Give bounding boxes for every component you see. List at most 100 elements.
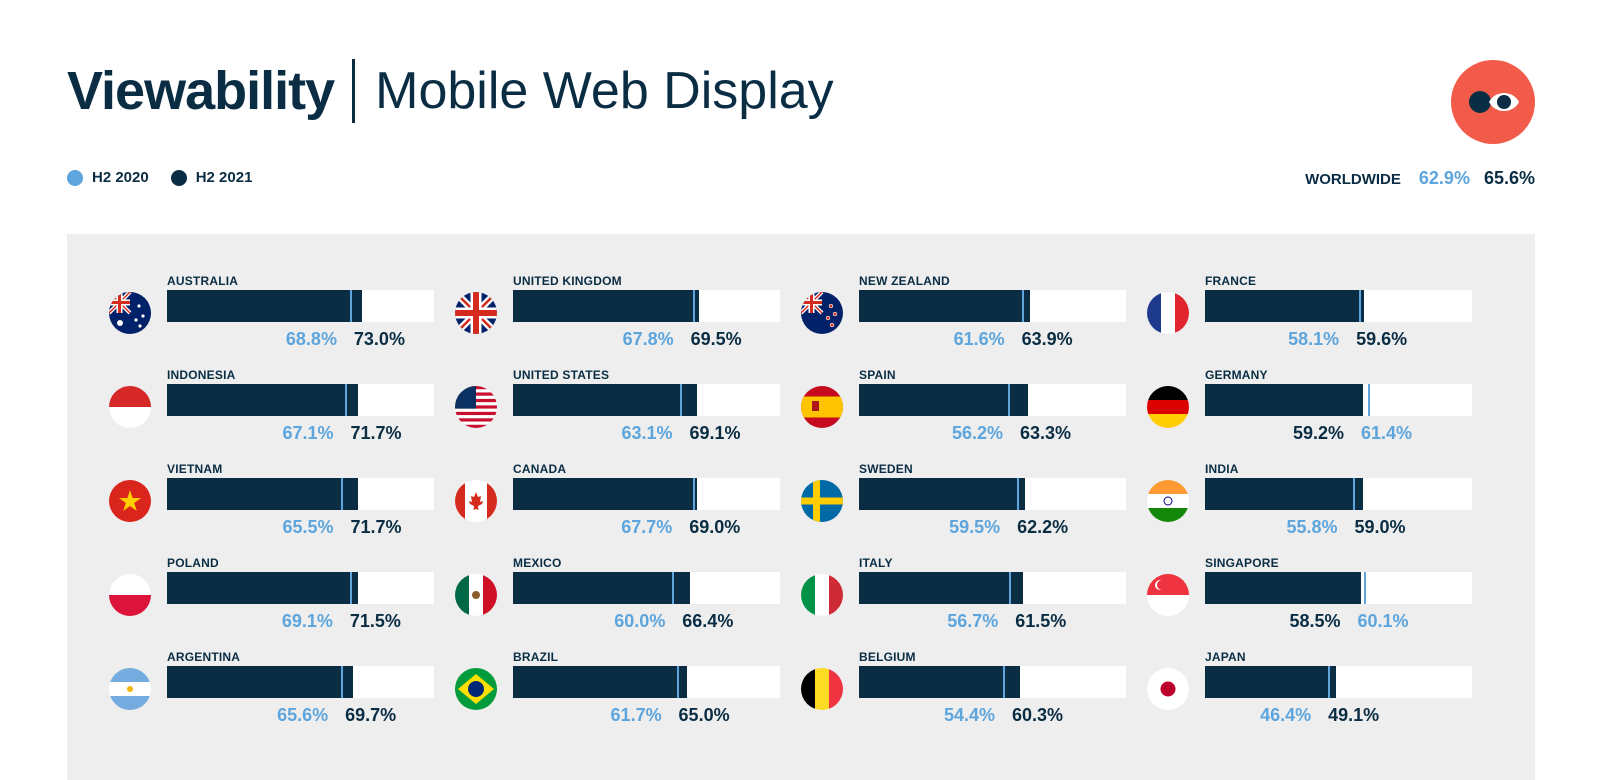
- eye-logo-icon: [1451, 60, 1535, 144]
- country-label: UNITED STATES: [513, 368, 610, 382]
- page-title: Viewability Mobile Web Display: [67, 56, 834, 126]
- bar-track: [859, 384, 1126, 416]
- marker-h2-2020: [1359, 290, 1362, 322]
- value-label-h2-2020: 56.7%: [947, 611, 999, 631]
- value-label-h2-2020: 61.4%: [1360, 423, 1412, 443]
- value-label-h2-2020: 58.1%: [1288, 329, 1340, 349]
- marker-h2-2020: [1352, 478, 1355, 510]
- legend-dot-h2-2020-icon: [67, 169, 83, 186]
- marker-h2-2020: [1364, 572, 1367, 604]
- bar-track: [859, 290, 1126, 322]
- australia-flag-icon: [109, 292, 151, 334]
- italy-flag-icon: [801, 574, 843, 616]
- new-zealand-flag-icon: [801, 292, 843, 334]
- bar-track: [513, 572, 780, 604]
- argentina-flag-icon: [109, 668, 151, 710]
- value-label-h2-2021: 58.5%: [1289, 611, 1341, 631]
- value-label-h2-2020: 56.2%: [952, 423, 1004, 443]
- country-label: GERMANY: [1205, 368, 1268, 382]
- country-row-indonesia: INDONESIA 67.1% 71.7%: [67, 368, 434, 456]
- bar-track: [1205, 572, 1472, 604]
- canada-flag-icon: [455, 480, 497, 522]
- value-label-h2-2021: 71.7%: [350, 423, 402, 443]
- bar-track: [859, 572, 1126, 604]
- bar-h2-2021: [513, 666, 687, 698]
- value-label-h2-2020: 60.1%: [1357, 611, 1409, 631]
- value-label-h2-2020: 65.6%: [277, 705, 329, 725]
- marker-h2-2020: [1009, 572, 1012, 604]
- bar-h2-2021: [167, 384, 359, 416]
- bar-h2-2021: [167, 572, 358, 604]
- country-label: FRANCE: [1205, 274, 1257, 288]
- bar-h2-2021: [513, 572, 691, 604]
- marker-h2-2020: [676, 666, 679, 698]
- worldwide-label: WORLDWIDE: [1305, 171, 1401, 188]
- marker-h2-2020: [693, 290, 696, 322]
- bar-h2-2021: [1205, 572, 1362, 604]
- country-label: BRAZIL: [513, 650, 559, 664]
- japan-flag-icon: [1147, 668, 1189, 710]
- bar-track: [167, 384, 434, 416]
- country-row-united-states: UNITED STATES 63.1% 69.1%: [413, 368, 780, 456]
- country-label: VIETNAM: [167, 462, 223, 476]
- value-label-h2-2021: 63.3%: [1020, 423, 1072, 443]
- value-label-h2-2021: 63.9%: [1021, 329, 1073, 349]
- value-label-h2-2020: 63.1%: [621, 423, 673, 443]
- bar-h2-2021: [167, 478, 359, 510]
- country-row-india: INDIA 55.8% 59.0%: [1105, 462, 1472, 550]
- bar-h2-2021: [859, 290, 1030, 322]
- country-row-belgium: BELGIUM 54.4% 60.3%: [759, 650, 1126, 738]
- marker-h2-2020: [692, 478, 695, 510]
- poland-flag-icon: [109, 574, 151, 616]
- spain-flag-icon: [801, 386, 843, 428]
- country-row-italy: ITALY 56.7% 61.5%: [759, 556, 1126, 644]
- marker-h2-2020: [350, 572, 353, 604]
- value-label-h2-2021: 62.2%: [1017, 517, 1069, 537]
- country-row-spain: SPAIN 56.2% 63.3%: [759, 368, 1126, 456]
- value-label-h2-2021: 69.1%: [689, 423, 741, 443]
- value-label-h2-2021: 73.0%: [353, 329, 405, 349]
- value-label-h2-2021: 71.5%: [349, 611, 401, 631]
- bar-track: [513, 478, 780, 510]
- country-row-sweden: SWEDEN 59.5% 62.2%: [759, 462, 1126, 550]
- country-label: UNITED KINGDOM: [513, 274, 622, 288]
- value-label-h2-2020: 69.1%: [281, 611, 333, 631]
- value-label-h2-2020: 67.8%: [622, 329, 674, 349]
- bar-track: [167, 478, 434, 510]
- bar-track: [167, 290, 434, 322]
- bar-h2-2021: [1205, 384, 1364, 416]
- value-label-h2-2020: 59.5%: [949, 517, 1001, 537]
- country-label: INDIA: [1205, 462, 1239, 476]
- bar-track: [1205, 384, 1472, 416]
- marker-h2-2020: [340, 478, 343, 510]
- value-label-h2-2020: 46.4%: [1260, 705, 1312, 725]
- country-row-vietnam: VIETNAM 65.5% 71.7%: [67, 462, 434, 550]
- bar-track: [1205, 478, 1472, 510]
- bar-h2-2021: [1205, 478, 1363, 510]
- bar-h2-2021: [1205, 290, 1365, 322]
- bar-track: [859, 666, 1126, 698]
- bar-h2-2021: [167, 290, 362, 322]
- marker-h2-2020: [1008, 384, 1011, 416]
- value-label-h2-2020: 65.5%: [282, 517, 334, 537]
- bar-track: [513, 290, 780, 322]
- value-label-h2-2021: 61.5%: [1015, 611, 1067, 631]
- value-label-h2-2021: 71.7%: [350, 517, 402, 537]
- united-states-flag-icon: [455, 386, 497, 428]
- worldwide-value-2021: 65.6%: [1483, 168, 1535, 188]
- country-label: INDONESIA: [167, 368, 236, 382]
- country-row-united-kingdom: UNITED KINGDOM 67.8% 69.5%: [413, 274, 780, 362]
- legend-item-h2-2020: H2 2020: [67, 169, 149, 186]
- marker-h2-2020: [1016, 478, 1019, 510]
- legend-label-h2-2021: H2 2021: [195, 169, 253, 186]
- bar-track: [513, 666, 780, 698]
- country-row-france: FRANCE 58.1% 59.6%: [1105, 274, 1472, 362]
- india-flag-icon: [1147, 480, 1189, 522]
- value-label-h2-2021: 59.2%: [1292, 423, 1344, 443]
- value-label-h2-2020: 55.8%: [1286, 517, 1338, 537]
- mexico-flag-icon: [455, 574, 497, 616]
- country-label: AUSTRALIA: [167, 274, 239, 288]
- bar-track: [513, 384, 780, 416]
- value-label-h2-2020: 68.8%: [285, 329, 337, 349]
- marker-h2-2020: [680, 384, 683, 416]
